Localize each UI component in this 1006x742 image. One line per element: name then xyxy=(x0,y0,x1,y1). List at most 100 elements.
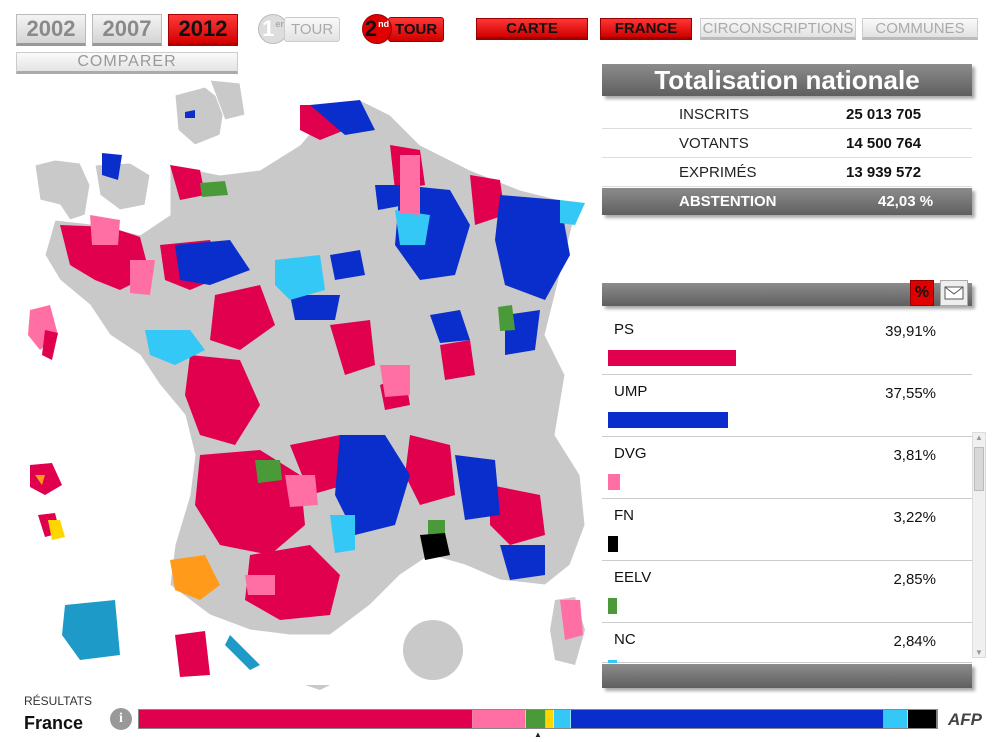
scroll-down-icon[interactable]: ▼ xyxy=(975,648,983,657)
party-percent: 3,22% xyxy=(893,509,936,526)
region-overseas-1 xyxy=(34,159,91,221)
percent-toggle-button[interactable]: % xyxy=(910,280,934,306)
party-row-ps[interactable]: PS 39,91% xyxy=(602,313,972,375)
region-fn-1 xyxy=(420,533,450,560)
region-ump-4 xyxy=(455,455,500,520)
stats-row-exprimes: EXPRIMÉS 13 939 572 xyxy=(602,158,972,187)
tab-circonscriptions[interactable]: CIRCONSCRIPTIONS xyxy=(700,18,856,40)
mail-icon[interactable] xyxy=(940,280,968,306)
region-dvg-6 xyxy=(380,365,410,397)
region-ump-5 xyxy=(500,545,545,580)
stats-value: 25 013 705 xyxy=(846,105,922,123)
party-name: EELV xyxy=(614,569,652,586)
region-dvg-2 xyxy=(130,260,155,295)
region-eelv-1 xyxy=(200,181,228,197)
region-nc-4 xyxy=(330,515,355,553)
region-ps-8 xyxy=(330,320,375,375)
party-name: UMP xyxy=(614,383,648,400)
party-percent: 37,55% xyxy=(885,385,936,402)
tab-communes[interactable]: COMMUNES xyxy=(862,18,978,40)
year-2012-button[interactable]: 2012 xyxy=(168,14,238,46)
strip-segment xyxy=(472,710,526,728)
region-ps-3 xyxy=(210,285,275,350)
party-row-dvg[interactable]: DVG 3,81% xyxy=(602,437,972,499)
region-ump-6 xyxy=(175,240,250,285)
region-bretagne-ps xyxy=(60,225,150,290)
party-percent: 2,84% xyxy=(893,633,936,650)
strip-segment xyxy=(525,710,547,728)
afp-logo: AFP xyxy=(948,710,982,729)
party-percent: 3,81% xyxy=(893,447,936,464)
region-dvg-1 xyxy=(90,215,120,245)
abstention-value: 42,03 % xyxy=(878,193,934,210)
region-eelv-3 xyxy=(498,305,515,331)
strip-segment xyxy=(546,710,555,728)
stats-key: EXPRIMÉS xyxy=(679,163,757,181)
results-footer-bar xyxy=(602,664,972,688)
region-overseas-3 xyxy=(174,86,226,146)
abstention-label: ABSTENTION xyxy=(679,193,777,210)
region-overseas-ump-1 xyxy=(102,153,122,180)
region-guyane xyxy=(175,631,210,677)
info-icon[interactable]: i xyxy=(110,708,132,730)
region-ps-7 xyxy=(290,435,345,495)
strip-segment xyxy=(554,710,571,728)
region-centre-ump xyxy=(335,435,410,535)
party-percent: 2,85% xyxy=(893,571,936,588)
tab-carte[interactable]: CARTE xyxy=(476,18,588,40)
region-dom-small xyxy=(305,685,330,690)
party-percent: 39,91% xyxy=(885,323,936,340)
region-dom-2 xyxy=(42,330,58,360)
party-bar xyxy=(608,350,736,366)
party-name: NC xyxy=(614,631,636,648)
region-nc-1 xyxy=(275,255,325,300)
region-dvg-5 xyxy=(400,155,420,215)
tour-2-label: TOUR xyxy=(388,16,445,42)
region-overseas-ump-2 xyxy=(185,110,195,118)
region-nc-2 xyxy=(395,210,430,245)
resultats-label: RÉSULTATS xyxy=(24,694,93,708)
party-row-ump[interactable]: UMP 37,55% xyxy=(602,375,972,437)
compare-label: COMPARER xyxy=(77,53,177,70)
region-dom-yellow xyxy=(48,520,65,540)
paris-zoom-circle xyxy=(403,620,463,680)
scroll-up-icon[interactable]: ▲ xyxy=(975,433,983,442)
region-ump-11 xyxy=(310,100,375,135)
region-ps-9 xyxy=(405,435,455,505)
party-row-fn[interactable]: FN 3,22% xyxy=(602,499,972,561)
region-nc-islands xyxy=(225,635,260,670)
region-ps-10 xyxy=(490,485,545,545)
stats-key: VOTANTS xyxy=(679,134,749,152)
year-2002-button[interactable]: 2002 xyxy=(16,14,86,46)
party-row-eelv[interactable]: EELV 2,85% xyxy=(602,561,972,623)
france-map[interactable] xyxy=(0,75,600,690)
party-bar xyxy=(608,412,729,428)
scope-title: France xyxy=(24,713,84,733)
stats-value: 14 500 764 xyxy=(846,134,922,152)
region-eelv-2 xyxy=(255,460,282,483)
party-row-nc[interactable]: NC 2,84% xyxy=(602,623,972,663)
region-overseas-4 xyxy=(209,79,246,121)
party-bar xyxy=(608,474,621,490)
scroll-thumb[interactable] xyxy=(974,447,984,491)
region-dvg-4 xyxy=(245,575,275,595)
year-2007-button[interactable]: 2007 xyxy=(92,14,162,46)
region-dom-orange xyxy=(35,475,45,485)
tour-1-button[interactable]: 1 er TOUR xyxy=(258,14,341,44)
region-alsace-ump xyxy=(495,195,570,300)
region-ump-12 xyxy=(375,185,405,210)
region-ps-13 xyxy=(470,175,505,225)
region-ump-7 xyxy=(330,250,365,280)
results-scrollbar[interactable]: ▲ ▼ xyxy=(972,432,986,658)
region-ps-4 xyxy=(185,355,260,445)
compare-button[interactable]: COMPARER xyxy=(16,52,238,74)
region-ps-14 xyxy=(170,165,205,200)
party-bar xyxy=(608,598,618,614)
tab-france[interactable]: FRANCE xyxy=(600,18,692,40)
totals-title: Totalisation nationale xyxy=(602,64,972,96)
region-ump-8 xyxy=(290,295,340,320)
region-eelv-4 xyxy=(428,520,445,535)
region-polynesie xyxy=(62,600,120,660)
